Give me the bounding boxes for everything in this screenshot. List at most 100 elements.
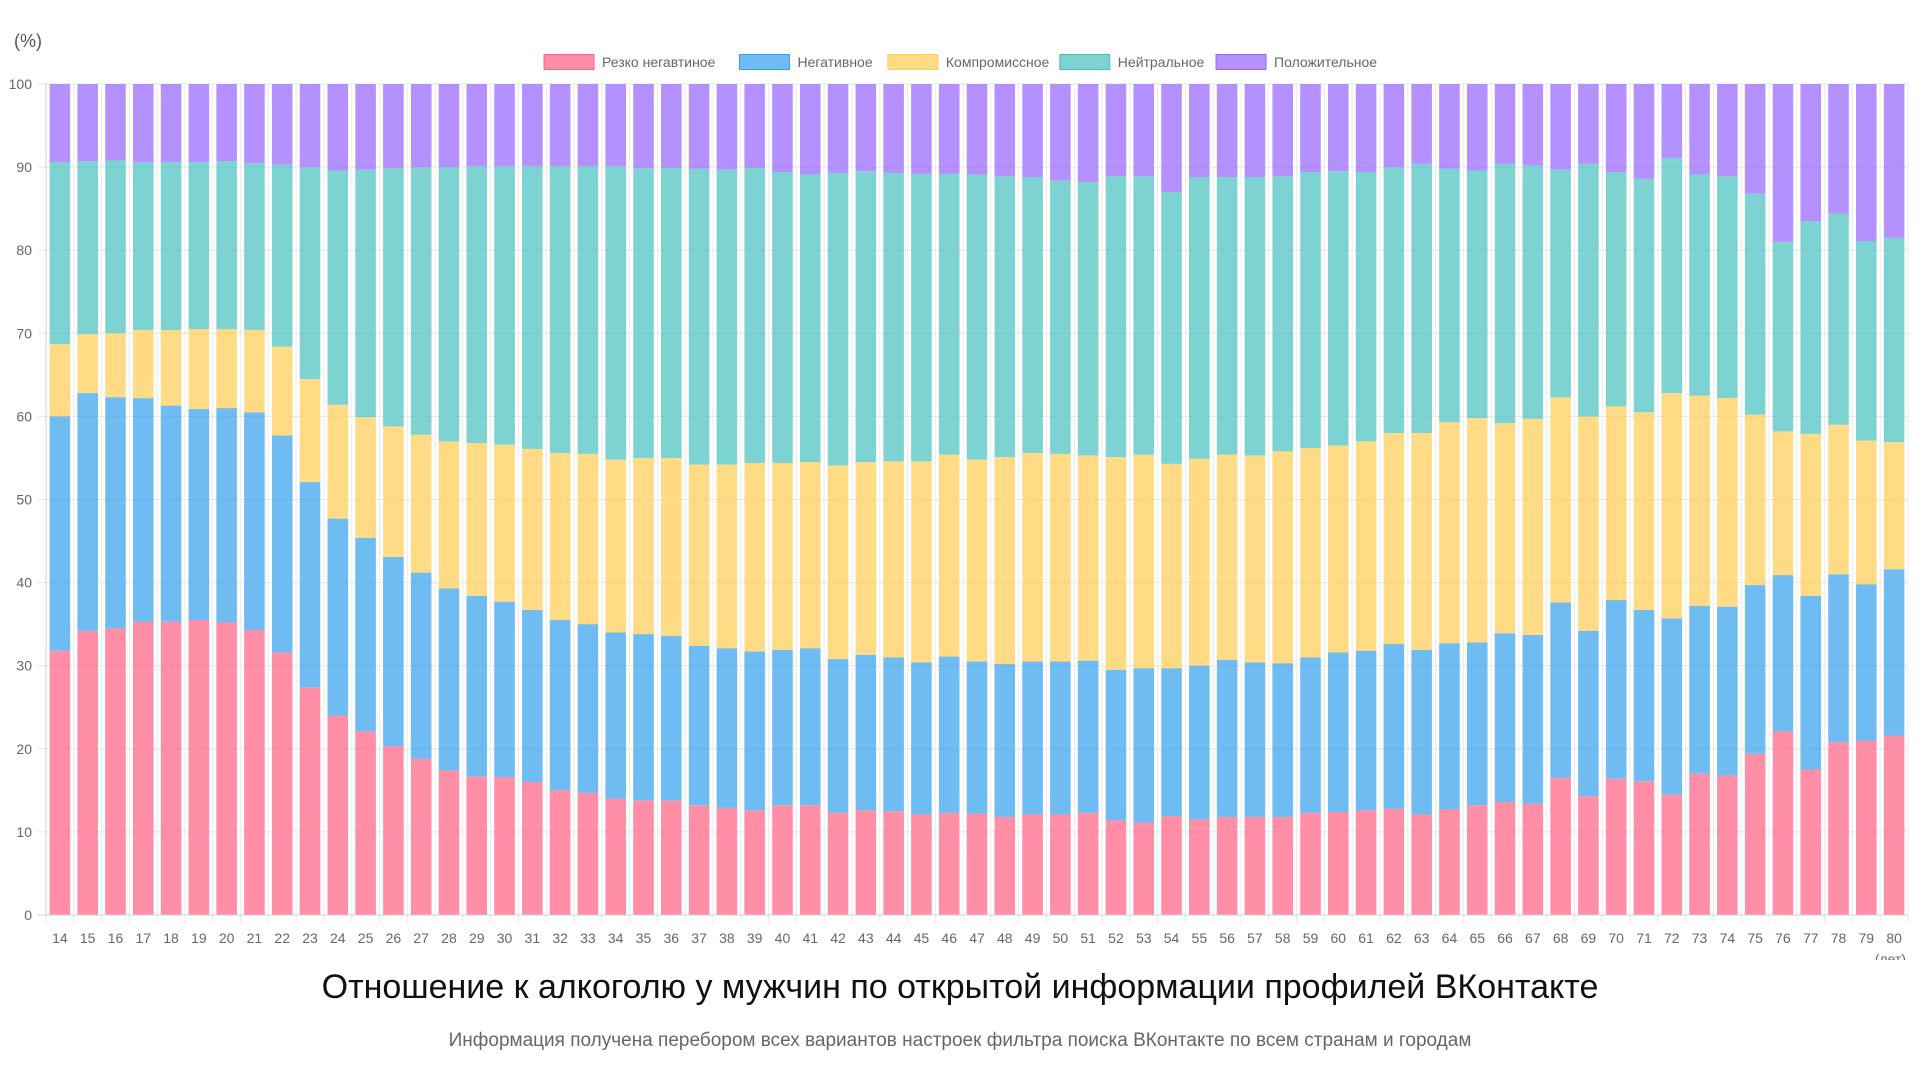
y-tick-label: 80	[16, 242, 32, 258]
bar-segment	[355, 417, 376, 538]
bar-segment	[327, 715, 349, 915]
bar-segment	[1077, 182, 1099, 456]
bar-segment	[883, 657, 904, 812]
bar-segment	[77, 334, 98, 394]
bar-segment	[494, 601, 515, 778]
bar-segment	[827, 812, 849, 915]
bar-segment	[883, 461, 904, 658]
bar-segment	[77, 161, 98, 335]
bar-segment	[355, 84, 376, 170]
bar-segment	[1050, 661, 1071, 815]
bar-segment	[160, 162, 182, 330]
bar-segment	[1578, 630, 1599, 797]
legend-swatch	[1059, 54, 1111, 70]
bar-segment	[105, 84, 126, 161]
bar-segment	[105, 333, 126, 398]
bar-segment	[716, 84, 738, 170]
bar-segment	[1355, 810, 1377, 915]
bar-segment	[1022, 84, 1043, 178]
bar-segment	[1800, 221, 1822, 434]
chart-title: Отношение к алкоголю у мужчин по открыто…	[321, 968, 1599, 1006]
x-tick-label: 56	[1219, 930, 1235, 946]
x-axis-unit-label: (лет)	[1875, 951, 1906, 960]
bar-segment	[77, 393, 98, 631]
bar-segment	[466, 595, 488, 777]
bar-segment	[911, 814, 932, 915]
bar-segment	[1494, 423, 1516, 634]
bar-segment	[661, 800, 682, 915]
bar-segment	[1189, 177, 1210, 459]
bar-segment	[1050, 814, 1071, 915]
bar-segment	[1522, 418, 1544, 635]
bar-segment	[1522, 634, 1544, 804]
bar-segment	[271, 346, 293, 436]
bar-segment	[772, 462, 793, 650]
bar-segment	[1883, 735, 1905, 915]
bar-segment	[1216, 816, 1238, 915]
bar-segment	[271, 435, 293, 653]
bar-segment	[966, 661, 988, 814]
x-tick-label: 30	[497, 930, 513, 946]
bar-segment	[271, 164, 293, 347]
bar-segment	[1578, 84, 1599, 164]
bar-segment	[883, 84, 904, 173]
y-tick-label: 70	[16, 325, 32, 341]
bar-segment	[299, 84, 321, 168]
bar-segment	[1605, 600, 1627, 779]
bar-segment	[855, 171, 877, 463]
x-tick-label: 73	[1692, 930, 1708, 946]
bar-segment	[605, 459, 626, 633]
bar-segment	[132, 329, 154, 399]
bar-segment	[1661, 393, 1683, 619]
bar-segment	[716, 648, 738, 808]
x-tick-label: 54	[1164, 930, 1180, 946]
x-tick-label: 41	[802, 930, 818, 946]
bar-segment	[244, 329, 265, 413]
bar-segment	[1244, 84, 1266, 178]
bar-segment	[1022, 814, 1043, 915]
x-tick-label: 42	[830, 930, 846, 946]
bar-segment	[494, 777, 515, 915]
bar-segment	[132, 398, 154, 622]
bar-segment	[1189, 84, 1210, 178]
x-tick-label: 62	[1386, 930, 1402, 946]
bar-segment	[244, 162, 265, 330]
x-tick-label: 44	[886, 930, 902, 946]
bar-segment	[1383, 644, 1405, 809]
stacked-bar-chart: (%) (лет) Резко негавтиное Негативное Комп…	[9, 31, 1909, 960]
legend: Резко негавтиное Негативное Компромиссное Н…	[543, 54, 1377, 70]
bar-segment	[1550, 84, 1571, 170]
bar-segment	[827, 172, 849, 466]
bar-segment	[799, 805, 821, 915]
bar-segment	[994, 457, 1016, 665]
bar-segment	[938, 84, 960, 174]
bar-segment	[1133, 84, 1155, 177]
x-tick-label: 74	[1720, 930, 1736, 946]
bar-segment	[1717, 606, 1738, 776]
bar-segment	[994, 664, 1016, 817]
x-tick-label: 61	[1358, 930, 1374, 946]
bar-segment	[1661, 84, 1683, 158]
bar-segment	[49, 84, 71, 163]
bar-segment	[1077, 660, 1099, 813]
bar-segment	[1633, 84, 1655, 179]
bar-segment	[1828, 84, 1849, 214]
bar-segment	[883, 811, 904, 915]
bar-segment	[1161, 816, 1182, 915]
bar-segment	[299, 687, 321, 915]
bar-segment	[1161, 463, 1182, 669]
bar-segment	[827, 84, 849, 173]
bar-segment	[438, 167, 460, 442]
bar-segment	[1883, 237, 1905, 443]
x-tick-label: 20	[219, 930, 235, 946]
bar-segment	[1439, 643, 1460, 810]
bar-segment	[855, 810, 877, 915]
bar-segment	[466, 166, 488, 443]
bar-segment	[216, 622, 237, 915]
bar-segment	[160, 84, 182, 163]
bar-segment	[1689, 84, 1710, 175]
bar-segment	[1772, 575, 1794, 732]
bar-segment	[1689, 174, 1710, 396]
bar-segment	[994, 816, 1016, 915]
x-tick-label: 79	[1859, 930, 1875, 946]
